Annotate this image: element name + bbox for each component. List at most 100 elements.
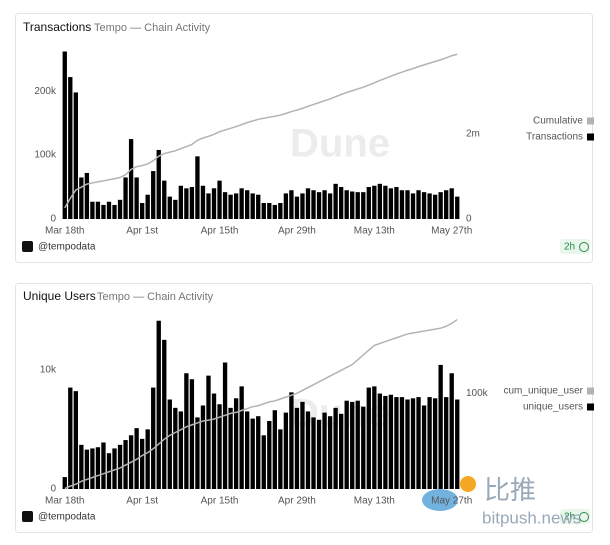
brand-bird bbox=[422, 489, 458, 511]
bar bbox=[278, 203, 283, 219]
bar bbox=[250, 193, 255, 219]
bar bbox=[421, 192, 427, 219]
x-tick-label: Apr 29th bbox=[278, 496, 316, 507]
chart-title: Unique Users bbox=[23, 289, 96, 303]
chart-title: Transactions bbox=[23, 20, 91, 34]
bar bbox=[361, 406, 366, 489]
bar bbox=[394, 397, 399, 489]
bar bbox=[355, 192, 360, 219]
bar bbox=[278, 429, 283, 489]
x-tick-label: Mar 18th bbox=[45, 226, 84, 237]
refresh-icon bbox=[579, 242, 589, 252]
bar bbox=[272, 410, 277, 489]
legend-label: Transactions bbox=[526, 132, 583, 143]
bar bbox=[178, 185, 184, 219]
refresh: 2h bbox=[564, 512, 575, 523]
bar bbox=[322, 412, 327, 489]
bar bbox=[79, 177, 84, 219]
bar bbox=[261, 435, 266, 489]
bar bbox=[90, 201, 95, 219]
bar bbox=[200, 405, 206, 489]
bar bbox=[250, 418, 255, 489]
bar bbox=[449, 373, 454, 489]
bar bbox=[222, 362, 228, 489]
bar bbox=[338, 413, 344, 489]
bar bbox=[455, 196, 460, 219]
bar bbox=[173, 199, 178, 219]
bar bbox=[228, 407, 233, 489]
bar bbox=[195, 417, 200, 489]
bar bbox=[377, 393, 383, 489]
bar bbox=[211, 188, 217, 219]
bar bbox=[95, 201, 101, 219]
bar bbox=[383, 185, 388, 219]
bar bbox=[245, 190, 250, 219]
bar bbox=[267, 420, 272, 489]
bar bbox=[311, 190, 316, 219]
bar bbox=[399, 190, 405, 219]
bar bbox=[101, 204, 106, 219]
bar bbox=[421, 405, 427, 489]
plot: 0 100k 200k 0 2m Mar 18th Apr 1st Apr 15th Apr 2… bbox=[34, 51, 480, 237]
bar bbox=[344, 400, 349, 489]
bar bbox=[289, 392, 294, 489]
bar bbox=[388, 188, 394, 219]
bar bbox=[350, 401, 355, 489]
bar bbox=[267, 203, 272, 219]
bar bbox=[139, 438, 145, 489]
y2-tick-label: 2m bbox=[466, 128, 480, 139]
bar bbox=[151, 387, 156, 489]
bar bbox=[283, 412, 289, 489]
legend-label: Cumulative bbox=[533, 116, 583, 127]
bar bbox=[195, 156, 200, 219]
bar bbox=[73, 391, 78, 489]
bar bbox=[167, 196, 172, 219]
bar bbox=[206, 193, 211, 219]
bar bbox=[366, 387, 371, 489]
bar bbox=[377, 183, 383, 219]
bar bbox=[350, 191, 355, 219]
bar bbox=[189, 187, 195, 219]
legend-swatch bbox=[587, 133, 594, 141]
refresh-icon bbox=[579, 512, 589, 522]
bar bbox=[117, 444, 123, 489]
y-tick-label: 10k bbox=[40, 364, 57, 375]
bar bbox=[200, 185, 206, 219]
bar bbox=[73, 92, 78, 219]
bar bbox=[416, 190, 421, 219]
bar bbox=[62, 51, 67, 219]
bar bbox=[167, 399, 172, 489]
bar bbox=[245, 411, 250, 489]
bar bbox=[106, 201, 112, 219]
bar bbox=[322, 190, 327, 219]
y2-tick-label: 0 bbox=[466, 214, 472, 225]
bar bbox=[294, 196, 300, 219]
bar bbox=[68, 77, 73, 219]
x-tick-label: Apr 15th bbox=[201, 496, 239, 507]
bar bbox=[432, 398, 438, 489]
bar bbox=[239, 188, 244, 219]
source[interactable]: @tempodata bbox=[38, 242, 96, 253]
source[interactable]: @tempodata bbox=[38, 512, 96, 523]
bar bbox=[178, 411, 184, 489]
brand: 比推 bbox=[484, 475, 536, 505]
bar bbox=[283, 193, 289, 219]
bar bbox=[305, 411, 311, 489]
bar bbox=[338, 187, 344, 219]
bar bbox=[184, 188, 189, 219]
bar bbox=[311, 417, 316, 489]
bar bbox=[211, 393, 217, 489]
bar bbox=[162, 180, 167, 219]
bar bbox=[139, 203, 145, 219]
bar bbox=[112, 204, 117, 219]
bar bbox=[333, 183, 338, 219]
bar bbox=[68, 387, 73, 489]
bar bbox=[294, 407, 300, 489]
bar bbox=[410, 193, 416, 219]
legend-swatch bbox=[587, 117, 594, 125]
bar bbox=[438, 364, 443, 489]
bar bbox=[300, 401, 305, 489]
bar bbox=[90, 448, 95, 489]
bar bbox=[438, 192, 443, 219]
